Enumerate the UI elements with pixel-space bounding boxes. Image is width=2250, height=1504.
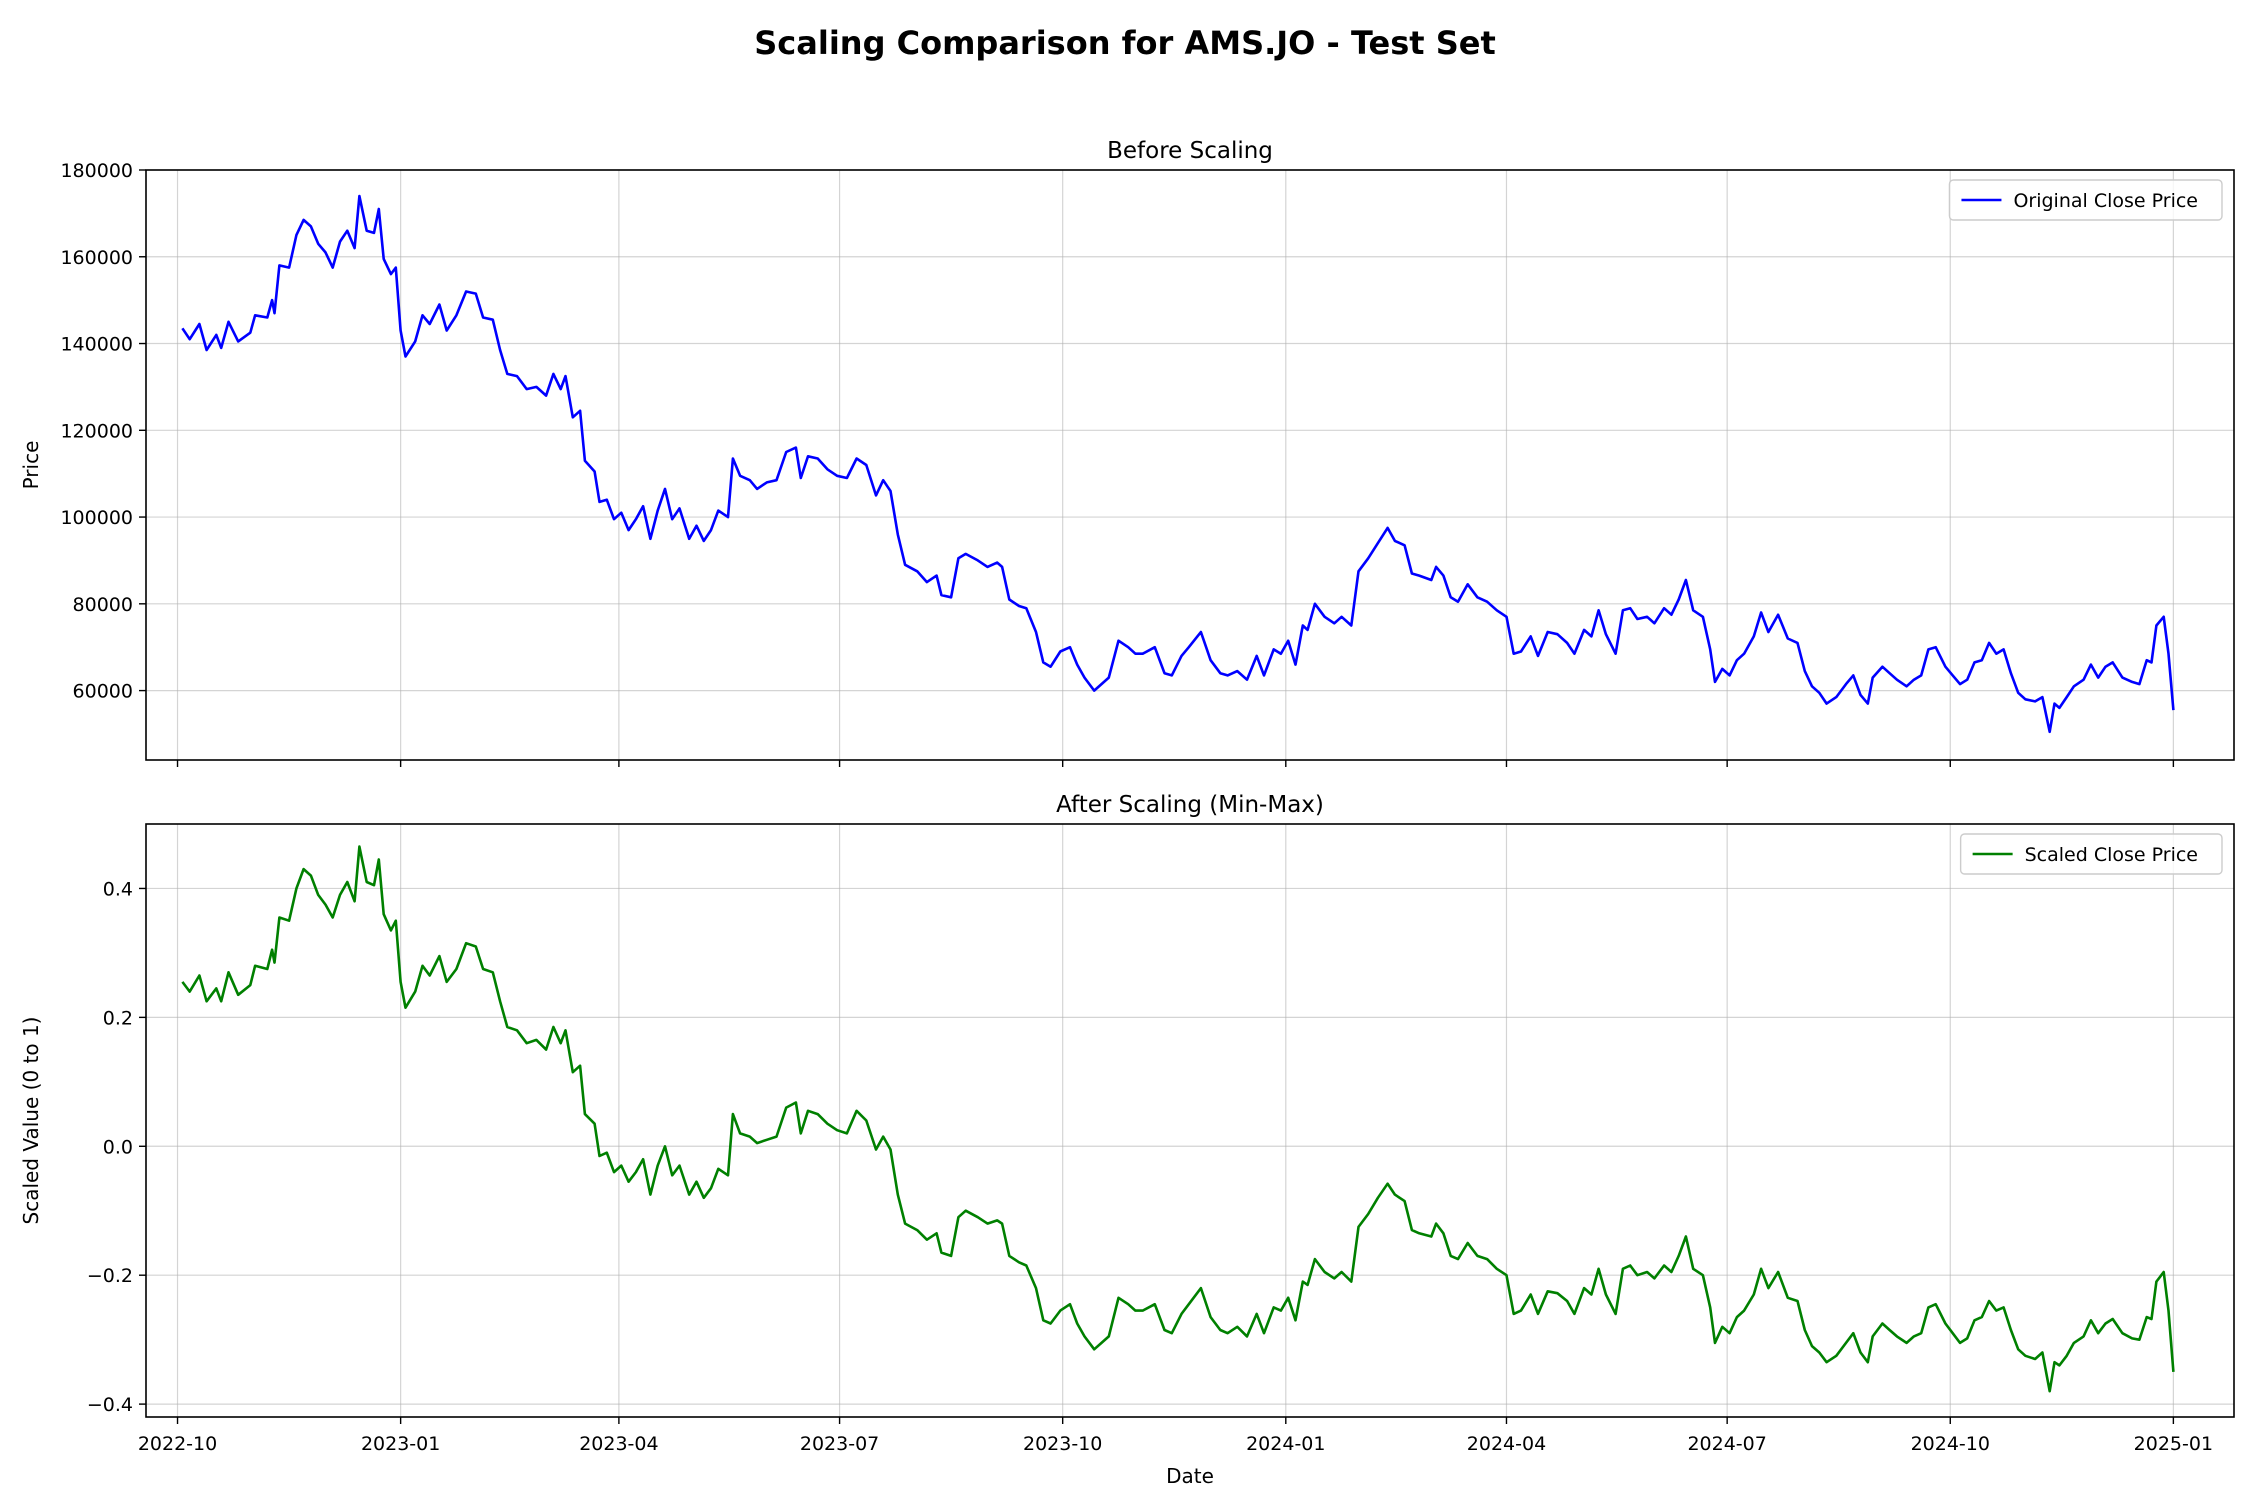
x-tick-label: 2023-04 [579,1433,658,1455]
y-tick-label: 160000 [60,247,133,269]
panel-before-scaling: 60000 80000 100000 120000 140000 160000 180000… [19,138,2235,767]
x-tick-label: 2023-01 [361,1433,440,1455]
y-tick-label: 60000 [73,681,133,703]
y-tick-label: 80000 [73,594,133,616]
x-axis-label: Date [1166,1464,1214,1488]
plot-frame-before-scaling [145,169,2235,761]
y-tick-label: −0.4 [87,1394,133,1416]
y-tick-label: 0.0 [103,1136,133,1158]
legend-label: Original Close Price [2013,190,2198,212]
legend-label: Scaled Close Price [2025,844,2198,866]
y-axis-label: Price [19,441,43,490]
y-axis-label: Scaled Value (0 to 1) [19,1017,43,1225]
panel-title: Before Scaling [1107,138,1273,164]
y-tick-label: 180000 [60,160,133,182]
x-tick-label: 2024-01 [1246,1433,1325,1455]
x-tick-label: 2023-07 [800,1433,879,1455]
legend-box [1959,833,2223,875]
y-tick-label: 100000 [60,507,133,529]
x-tick-label: 2024-10 [1911,1433,1990,1455]
legend-after-scaling: Scaled Close Price [1959,833,2223,875]
x-tick-label: 2023-10 [1023,1433,1102,1455]
legend-box [1948,179,2223,221]
series-line-after-scaling [181,845,2175,1393]
plot-frame-after-scaling [145,823,2235,1418]
panel-after-scaling: 2022-10 2023-01 2023-04 2023-07 2023-10 2024-… [19,792,2235,1488]
y-tick-label: 0.2 [103,1007,133,1029]
legend-before-scaling: Original Close Price [1948,179,2223,221]
y-tick-label: 120000 [60,420,133,442]
x-tick-label: 2024-04 [1467,1433,1546,1455]
y-tick-label: −0.2 [87,1265,133,1287]
y-tick-label: 0.4 [103,878,133,900]
x-tick-label: 2024-07 [1687,1433,1766,1455]
x-tick-label: 2025-01 [2134,1433,2213,1455]
y-tick-label: 140000 [60,334,133,356]
series-line-before-scaling [181,194,2175,734]
figure-title: Scaling Comparison for AMS.JO - Test Set [754,24,1496,62]
panel-title: After Scaling (Min-Max) [1056,792,1324,818]
x-tick-label: 2022-10 [138,1433,217,1455]
